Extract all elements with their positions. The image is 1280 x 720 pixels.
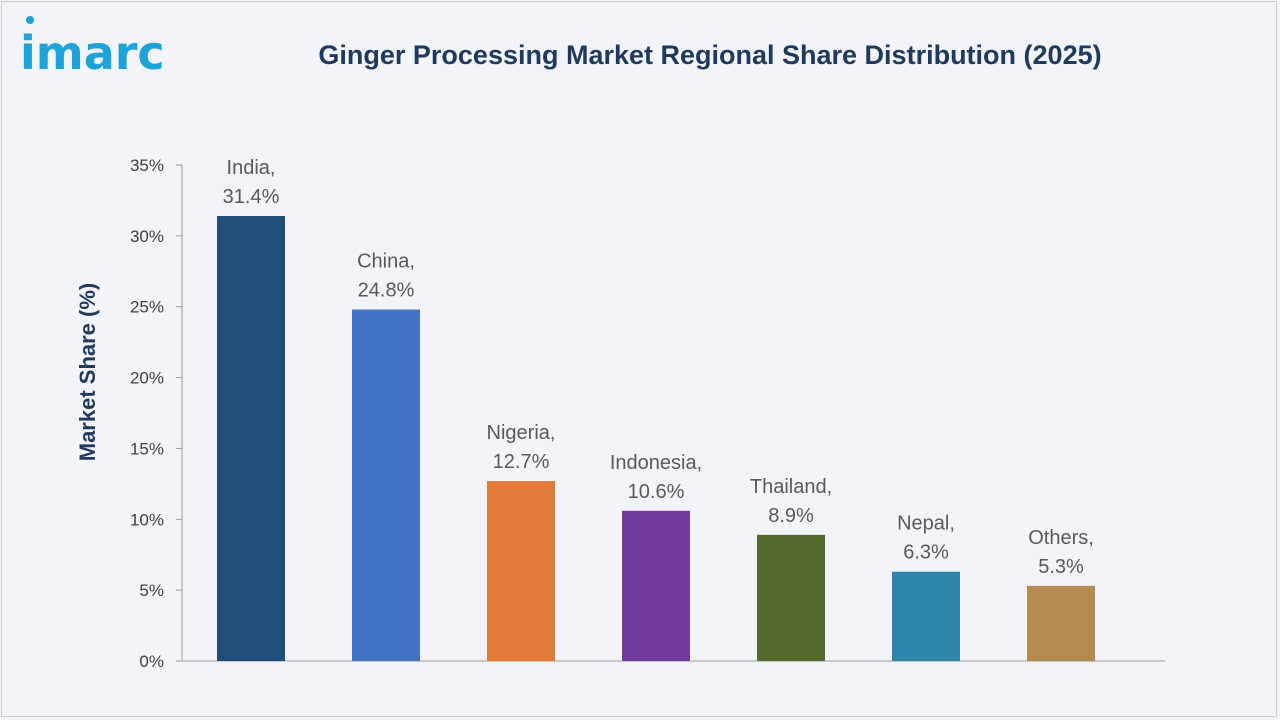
chart-title: Ginger Processing Market Regional Share … <box>318 40 1102 70</box>
y-tick-label: 30% <box>130 227 164 246</box>
bar-china <box>352 309 420 661</box>
bar-value-label: 10.6% <box>628 481 685 503</box>
bar-indonesia <box>622 510 690 661</box>
y-tick-label: 15% <box>130 439 164 458</box>
y-tick-label: 0% <box>139 652 164 671</box>
bar-category-label: India, <box>227 157 276 179</box>
bar-india <box>217 216 285 661</box>
imarc-logo: imarc <box>20 26 165 80</box>
bar-category-label: Others, <box>1028 527 1094 549</box>
bar-value-label: 31.4% <box>223 186 280 208</box>
bar-nepal <box>892 571 960 661</box>
bar-value-label: 6.3% <box>903 542 949 564</box>
logo-dot <box>26 16 34 24</box>
bar-value-label: 8.9% <box>768 505 814 527</box>
y-tick-label: 25% <box>130 298 164 317</box>
bar-value-label: 24.8% <box>358 280 415 302</box>
y-tick-label: 20% <box>130 369 164 388</box>
bar-category-label: Nepal, <box>897 513 955 535</box>
bar-category-label: Nigeria, <box>487 422 556 444</box>
bar-category-label: China, <box>357 251 415 273</box>
bar-others <box>1027 585 1095 661</box>
bar-category-label: Indonesia, <box>610 452 702 474</box>
bar-value-label: 12.7% <box>493 451 550 473</box>
bar-nigeria <box>487 481 555 661</box>
y-tick-label: 5% <box>139 581 164 600</box>
y-tick-label: 10% <box>130 510 164 529</box>
y-tick-label: 35% <box>130 156 164 175</box>
bar-thailand <box>757 534 825 661</box>
bar-category-label: Thailand, <box>750 476 832 498</box>
bar-value-label: 5.3% <box>1038 556 1084 578</box>
